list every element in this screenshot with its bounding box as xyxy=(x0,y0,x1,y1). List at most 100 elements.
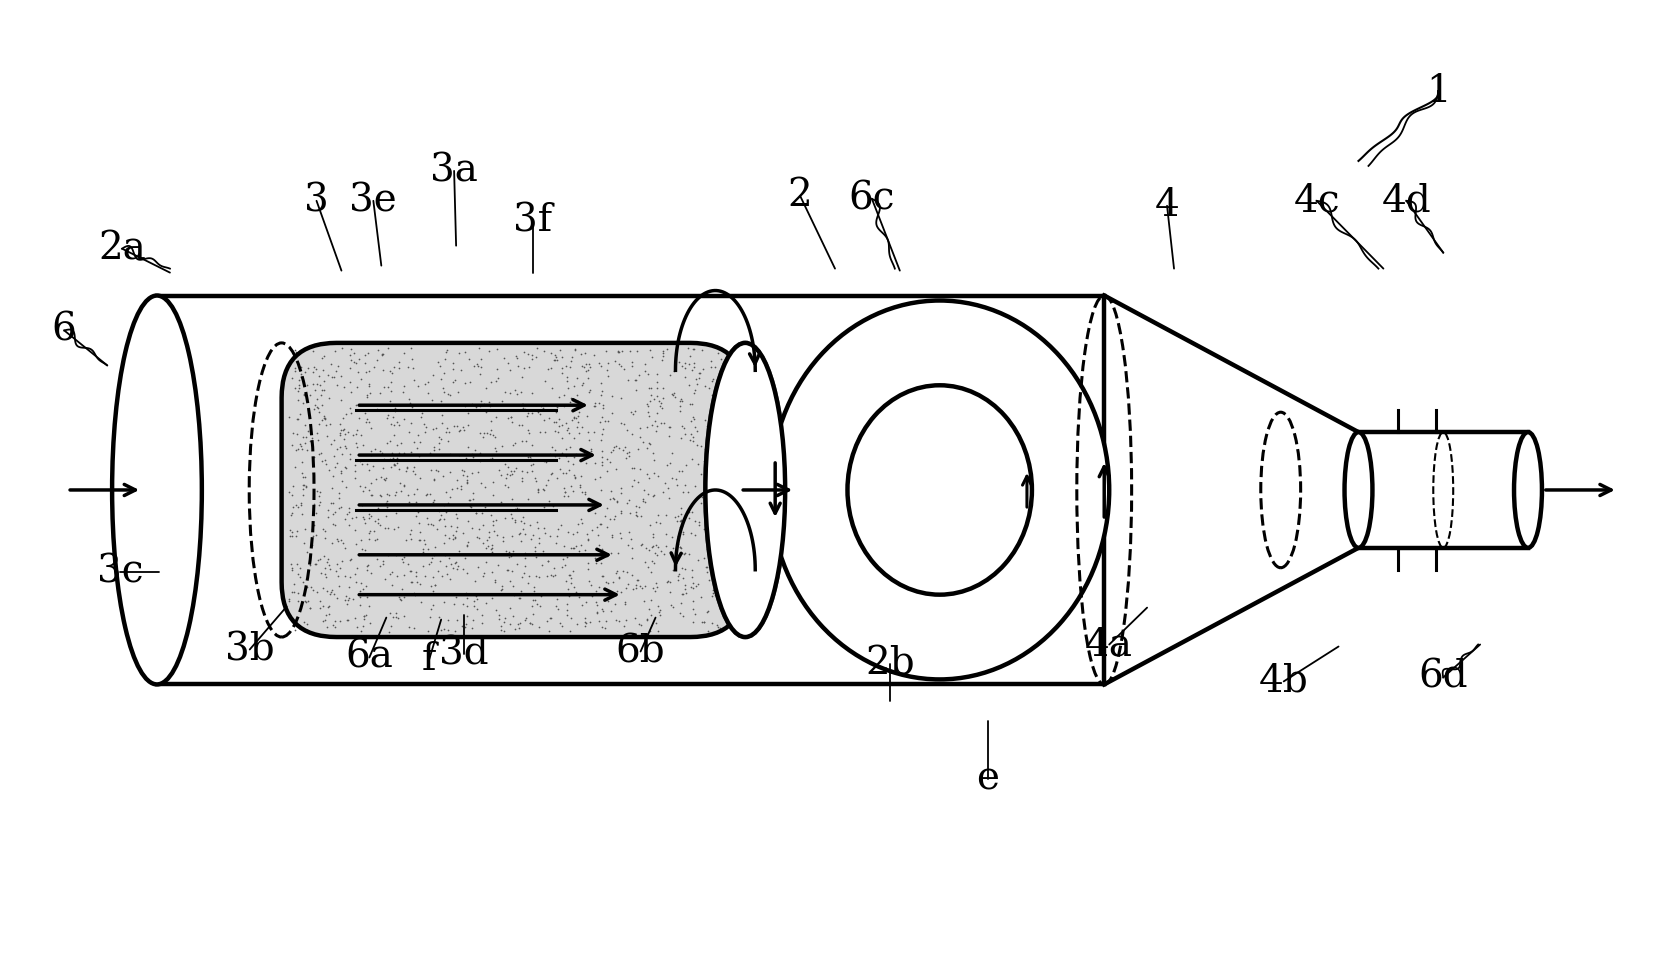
Point xyxy=(420,569,447,584)
Point xyxy=(700,468,727,483)
Point xyxy=(648,396,675,411)
Point xyxy=(616,525,643,540)
Point xyxy=(449,561,476,576)
Point xyxy=(482,512,509,527)
Point xyxy=(608,584,635,599)
Point xyxy=(379,445,405,460)
Point xyxy=(407,434,434,450)
Point xyxy=(291,364,318,380)
Point xyxy=(367,444,394,459)
Point xyxy=(375,408,402,423)
Point xyxy=(280,500,307,515)
Point xyxy=(677,426,704,441)
Point xyxy=(441,596,467,611)
Point xyxy=(325,533,352,549)
Point xyxy=(456,534,482,550)
Point xyxy=(571,345,598,361)
Point xyxy=(303,425,330,440)
Point xyxy=(291,386,318,402)
Point xyxy=(657,367,683,383)
Point xyxy=(451,420,477,435)
Point xyxy=(665,463,692,479)
Point xyxy=(511,546,538,561)
Point xyxy=(519,607,546,622)
Point xyxy=(513,433,539,448)
Point xyxy=(590,397,616,412)
Point xyxy=(600,526,626,542)
Point xyxy=(523,569,549,584)
Point xyxy=(519,405,546,420)
Point xyxy=(514,464,541,480)
Point xyxy=(595,585,621,600)
Point xyxy=(363,551,390,567)
Point xyxy=(395,494,422,509)
Point xyxy=(638,553,665,569)
Point xyxy=(551,557,578,573)
Point xyxy=(714,557,740,573)
Point xyxy=(623,372,650,387)
Point xyxy=(352,608,379,623)
Point xyxy=(451,467,477,482)
Point xyxy=(469,569,496,584)
Point xyxy=(499,609,526,624)
Point xyxy=(382,484,409,500)
Point xyxy=(317,495,343,510)
Point xyxy=(382,487,409,503)
Point xyxy=(278,556,305,572)
Point xyxy=(705,345,732,361)
Point xyxy=(534,472,561,487)
Text: 3c: 3c xyxy=(97,553,144,590)
Point xyxy=(509,417,536,433)
Point xyxy=(724,604,750,620)
Point xyxy=(368,557,395,573)
Point xyxy=(484,362,511,377)
Point xyxy=(650,343,677,359)
Point xyxy=(353,389,380,405)
Point xyxy=(489,529,516,545)
Point xyxy=(693,560,720,575)
Point xyxy=(643,381,670,396)
Point xyxy=(519,456,546,472)
Point xyxy=(414,510,441,526)
Point xyxy=(454,417,481,433)
Point xyxy=(385,520,412,535)
Point xyxy=(588,409,615,425)
Point xyxy=(647,602,673,618)
Point xyxy=(725,355,752,370)
Point xyxy=(340,354,367,369)
Point xyxy=(452,585,479,600)
Point xyxy=(526,535,553,550)
Point xyxy=(606,570,633,585)
Point xyxy=(385,611,412,626)
Point xyxy=(486,608,513,623)
Point xyxy=(467,586,494,601)
Point xyxy=(367,517,394,532)
Point xyxy=(487,438,514,454)
Point xyxy=(704,418,730,433)
Point xyxy=(400,586,427,601)
Ellipse shape xyxy=(705,343,786,637)
Point xyxy=(670,587,697,602)
Point xyxy=(645,598,672,614)
Point xyxy=(564,617,591,632)
Point xyxy=(663,514,690,529)
Point xyxy=(357,566,384,581)
Point xyxy=(296,557,323,573)
Point xyxy=(310,363,337,378)
Point xyxy=(610,442,636,457)
Point xyxy=(402,508,429,524)
Point xyxy=(523,350,549,365)
Point xyxy=(484,557,511,573)
Point xyxy=(648,400,675,415)
Point xyxy=(601,508,628,524)
Point xyxy=(528,398,554,413)
Point xyxy=(536,410,563,426)
Point xyxy=(688,489,715,504)
Point xyxy=(636,394,663,409)
Point xyxy=(298,579,325,595)
Point xyxy=(678,452,705,467)
Point xyxy=(419,578,446,594)
Point xyxy=(310,598,337,614)
Point xyxy=(538,361,564,376)
Point xyxy=(687,590,714,605)
